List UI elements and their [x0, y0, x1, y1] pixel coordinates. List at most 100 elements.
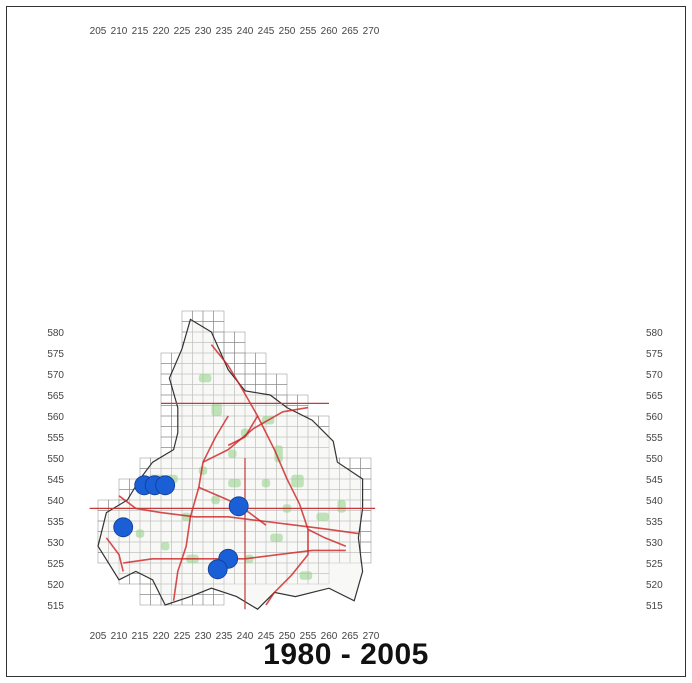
green-area — [135, 529, 145, 538]
y-tick-label-left: 535 — [47, 517, 64, 528]
green-area — [337, 500, 346, 513]
x-tick-label-top: 225 — [174, 26, 191, 37]
x-tick-label-top: 245 — [258, 26, 275, 37]
observation-dots — [113, 475, 249, 580]
x-tick-label-bottom: 245 — [258, 631, 275, 642]
x-tick-label-bottom: 250 — [279, 631, 296, 642]
green-area — [198, 466, 208, 475]
grid-cell — [360, 552, 372, 564]
period-title: 1980 - 2005 — [263, 638, 429, 671]
grid-cell — [202, 594, 214, 606]
green-area — [261, 479, 271, 488]
x-tick-label-top: 210 — [111, 26, 128, 37]
y-tick-label-left: 545 — [47, 475, 64, 486]
y-tick-label-left: 560 — [47, 412, 64, 423]
road-network — [105, 344, 359, 606]
road — [118, 495, 359, 535]
y-tick-label-left: 575 — [47, 349, 64, 360]
green-area — [228, 449, 237, 458]
grid-cell — [276, 373, 288, 385]
road — [172, 415, 229, 601]
green-area — [270, 533, 283, 542]
x-tick-label-top: 215 — [132, 26, 149, 37]
green-area — [274, 445, 283, 463]
x-tick-label-bottom: 215 — [132, 631, 149, 642]
y-tick-label-right: 560 — [646, 412, 663, 423]
y-tick-label-left: 540 — [47, 496, 64, 507]
y-tick-label-right: 530 — [646, 538, 663, 549]
x-tick-label-top: 250 — [279, 26, 296, 37]
grid-cell — [160, 436, 172, 448]
grid-cell — [360, 531, 372, 543]
grid-cell — [244, 373, 256, 385]
y-tick-label-left: 530 — [47, 538, 64, 549]
grid-cell — [234, 352, 246, 364]
grid-cell — [223, 331, 235, 343]
y-tick-label-right: 550 — [646, 454, 663, 465]
grid-cell — [234, 363, 246, 375]
x-tick-label-bottom: 270 — [363, 631, 380, 642]
x-tick-label-bottom: 255 — [300, 631, 317, 642]
grid-cell — [118, 478, 130, 490]
grid-cell — [139, 594, 151, 606]
grid-cell — [160, 415, 172, 427]
y-tick-label-left: 565 — [47, 391, 64, 402]
x-tick-label-bottom: 210 — [111, 631, 128, 642]
green-area — [198, 374, 212, 383]
x-tick-label-bottom: 235 — [216, 631, 233, 642]
x-tick-label-top: 235 — [216, 26, 233, 37]
grid-cell — [129, 573, 141, 585]
grid-cell — [160, 384, 172, 396]
province-border — [97, 318, 364, 610]
road — [307, 528, 347, 547]
grid-cell — [160, 363, 172, 375]
y-axis-left-labels: 580 575 570 565 560 555 550 545 540 535 530 525 520 5… — [47, 328, 64, 612]
x-axis-top-labels: 205 210 215 220 225 230 235 240 245 250 255 260 265 2… — [90, 26, 380, 37]
grid-cell — [360, 541, 372, 553]
y-tick-label-right: 540 — [646, 496, 663, 507]
grid-cell — [234, 331, 246, 343]
grid-cell — [202, 310, 214, 322]
x-tick-label-bottom: 265 — [342, 631, 359, 642]
province-outline — [97, 318, 364, 610]
grid-cell — [360, 520, 372, 532]
observation-dot — [228, 496, 249, 517]
y-tick-label-left: 520 — [47, 580, 64, 591]
y-tick-label-left: 580 — [47, 328, 64, 339]
y-tick-label-right: 565 — [646, 391, 663, 402]
grid-cell — [244, 352, 256, 364]
grid-cell — [276, 384, 288, 396]
grid-cell — [255, 363, 267, 375]
grid-cell — [213, 310, 225, 322]
observation-dot — [155, 475, 176, 496]
x-tick-label-top: 270 — [363, 26, 380, 37]
road — [105, 537, 124, 572]
y-tick-label-right: 580 — [646, 328, 663, 339]
green-area — [291, 474, 304, 488]
green-area — [211, 403, 222, 416]
road — [227, 415, 259, 447]
road — [202, 406, 309, 463]
green-area — [211, 495, 220, 505]
y-tick-label-left: 570 — [47, 370, 64, 381]
green-area — [161, 542, 170, 551]
y-tick-label-left: 555 — [47, 433, 64, 444]
grid-cell — [234, 342, 246, 354]
x-tick-label-top: 230 — [195, 26, 212, 37]
green-area — [228, 479, 241, 488]
x-tick-label-bottom: 240 — [237, 631, 254, 642]
grid-cell — [160, 426, 172, 438]
grid-cell — [160, 352, 172, 364]
x-tick-label-top: 260 — [321, 26, 338, 37]
grid-cell — [265, 373, 277, 385]
grid-cell — [223, 342, 235, 354]
grid-cell — [265, 384, 277, 396]
y-tick-label-right: 555 — [646, 433, 663, 444]
x-tick-label-bottom: 225 — [174, 631, 191, 642]
y-tick-label-right: 570 — [646, 370, 663, 381]
road — [210, 344, 309, 606]
x-tick-label-bottom: 260 — [321, 631, 338, 642]
x-tick-label-top: 265 — [342, 26, 359, 37]
x-tick-label-bottom: 220 — [153, 631, 170, 642]
y-tick-label-left: 515 — [47, 601, 64, 612]
